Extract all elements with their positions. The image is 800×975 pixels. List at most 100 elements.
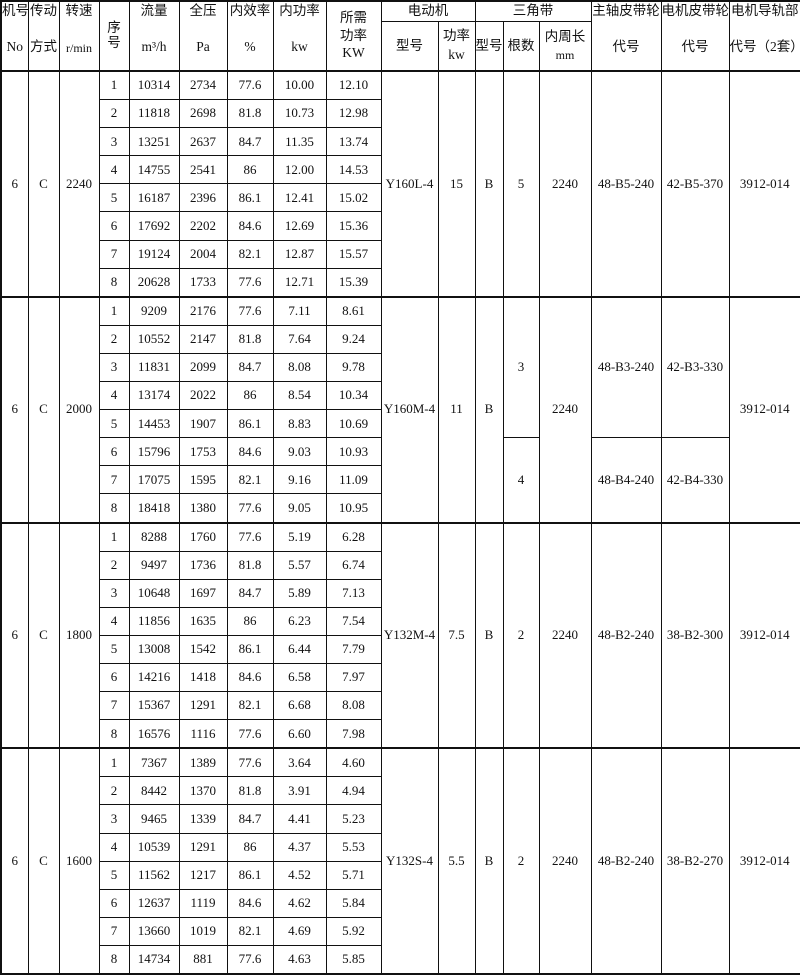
- table-row: 3 11831 2099 84.7 8.08 9.78: [1, 352, 800, 383]
- required-power-cell: 7.98: [325, 719, 382, 749]
- efficiency-cell: 86: [226, 381, 274, 411]
- flow-cell: 19124: [128, 239, 180, 269]
- table-row: 2 11818 2698 81.8 10.73 12.98: [1, 99, 800, 129]
- motor-power-cell: 15: [437, 70, 476, 298]
- belt-length-cell: 2240: [538, 70, 592, 298]
- required-power-cell: 15.36: [325, 211, 382, 241]
- required-power-cell: 11.09: [325, 465, 382, 495]
- pressure-cell: 2147: [178, 324, 228, 354]
- required-power-cell: 13.74: [325, 127, 382, 157]
- machine-no-cell: 6: [0, 521, 29, 749]
- header-motor-pulley: 电机皮带轮 代号: [660, 0, 730, 72]
- internal-power-cell: 9.16: [272, 465, 327, 495]
- seq-cell: 2: [98, 550, 130, 580]
- internal-power-cell: 9.05: [272, 493, 327, 523]
- header-machine-no: 机号 No: [0, 0, 29, 72]
- belt-length-cell: 2240: [538, 521, 592, 749]
- motor-pulley-cell: 42-B3-330: [660, 295, 730, 439]
- motor-pulley-cell: 38-B2-270: [660, 747, 730, 975]
- internal-power-cell: 6.58: [272, 662, 327, 693]
- main-pulley-cell: 48-B3-240: [590, 295, 662, 439]
- drive-cell: C: [27, 747, 60, 975]
- pressure-cell: 2698: [178, 99, 228, 129]
- efficiency-cell: 82.1: [226, 916, 274, 946]
- flow-cell: 10539: [128, 832, 180, 862]
- seq-cell: 3: [98, 352, 130, 383]
- drive-cell: C: [27, 521, 60, 749]
- efficiency-cell: 82.1: [226, 465, 274, 495]
- rail-cell: 3912-014: [728, 747, 800, 975]
- internal-power-cell: 6.60: [272, 719, 327, 749]
- motor-model-cell: Y160M-4: [380, 295, 439, 523]
- seq-cell: 5: [98, 860, 130, 890]
- required-power-cell: 10.69: [325, 409, 382, 439]
- table-row: 6 14216 1418 84.6 6.58 7.97: [1, 662, 800, 693]
- header-efficiency: 内效率%: [226, 0, 274, 72]
- pressure-cell: 1760: [178, 521, 228, 552]
- table-row: 5 13008 1542 86.1 6.44 7.79: [1, 634, 800, 664]
- belt-count-cell: 4: [502, 437, 540, 523]
- efficiency-cell: 82.1: [226, 239, 274, 269]
- header-seq: 序号: [98, 0, 130, 72]
- pressure-cell: 1339: [178, 804, 228, 834]
- required-power-cell: 10.93: [325, 437, 382, 467]
- pressure-cell: 2202: [178, 211, 228, 241]
- internal-power-cell: 12.69: [272, 211, 327, 241]
- table-row: 3 13251 2637 84.7 11.35 13.74: [1, 127, 800, 157]
- pressure-cell: 1119: [178, 888, 228, 918]
- seq-cell: 5: [98, 634, 130, 664]
- internal-power-cell: 5.89: [272, 578, 327, 608]
- efficiency-cell: 77.6: [226, 719, 274, 749]
- belt-type-cell: B: [474, 747, 504, 975]
- efficiency-cell: 86: [226, 606, 274, 636]
- required-power-cell: 5.53: [325, 832, 382, 862]
- seq-cell: 8: [98, 719, 130, 749]
- main-pulley-cell: 48-B5-240: [590, 70, 662, 298]
- drive-cell: C: [27, 295, 60, 523]
- pressure-cell: 2176: [178, 295, 228, 326]
- required-power-cell: 7.13: [325, 578, 382, 608]
- pressure-cell: 1697: [178, 578, 228, 608]
- table-row: 6 17692 2202 84.6 12.69 15.36: [1, 211, 800, 241]
- pressure-cell: 1733: [178, 267, 228, 298]
- internal-power-cell: 4.52: [272, 860, 327, 890]
- motor-power-cell: 5.5: [437, 747, 476, 975]
- efficiency-cell: 84.6: [226, 437, 274, 467]
- seq-cell: 8: [98, 493, 130, 523]
- required-power-cell: 15.39: [325, 267, 382, 298]
- header-pressure: 全压 Pa: [178, 0, 228, 72]
- required-power-cell: 14.53: [325, 155, 382, 185]
- flow-cell: 13660: [128, 916, 180, 946]
- table-row: 4 14755 2541 86 12.00 14.53: [1, 155, 800, 185]
- table-row: 6 C 2000 1 9209 2176 77.6 7.11 8.61 Y160M-4 11 B 3 22…: [0, 295, 800, 523]
- required-power-cell: 6.28: [325, 521, 382, 552]
- internal-power-cell: 4.69: [272, 916, 327, 946]
- pressure-cell: 2734: [178, 70, 228, 101]
- flow-cell: 9209: [128, 295, 180, 326]
- pressure-cell: 1389: [178, 747, 228, 778]
- flow-cell: 10552: [128, 324, 180, 354]
- internal-power-cell: 4.37: [272, 832, 327, 862]
- pressure-cell: 1595: [178, 465, 228, 495]
- seq-cell: 7: [98, 691, 130, 721]
- efficiency-cell: 86.1: [226, 634, 274, 664]
- belt-length-cell: 2240: [538, 295, 592, 523]
- table-row: 2 9497 1736 81.8 5.57 6.74: [1, 550, 800, 580]
- header-required-power: 所需 功率 KW: [325, 0, 382, 72]
- seq-cell: 5: [98, 409, 130, 439]
- flow-cell: 14734: [128, 944, 180, 975]
- table-row: 7 15367 1291 82.1 6.68 8.08: [1, 691, 800, 721]
- required-power-cell: 5.85: [325, 944, 382, 975]
- flow-cell: 11856: [128, 606, 180, 636]
- efficiency-cell: 77.6: [226, 944, 274, 975]
- required-power-cell: 4.60: [325, 747, 382, 778]
- flow-cell: 9465: [128, 804, 180, 834]
- required-power-cell: 9.24: [325, 324, 382, 354]
- seq-cell: 7: [98, 239, 130, 269]
- internal-power-cell: 7.11: [272, 295, 327, 326]
- main-pulley-cell: 48-B2-240: [590, 747, 662, 975]
- pressure-cell: 1291: [178, 691, 228, 721]
- pressure-cell: 2004: [178, 239, 228, 269]
- required-power-cell: 12.10: [325, 70, 382, 101]
- flow-cell: 12637: [128, 888, 180, 918]
